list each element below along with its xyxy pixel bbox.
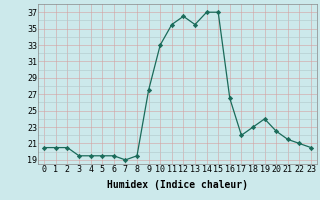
X-axis label: Humidex (Indice chaleur): Humidex (Indice chaleur) xyxy=(107,180,248,190)
